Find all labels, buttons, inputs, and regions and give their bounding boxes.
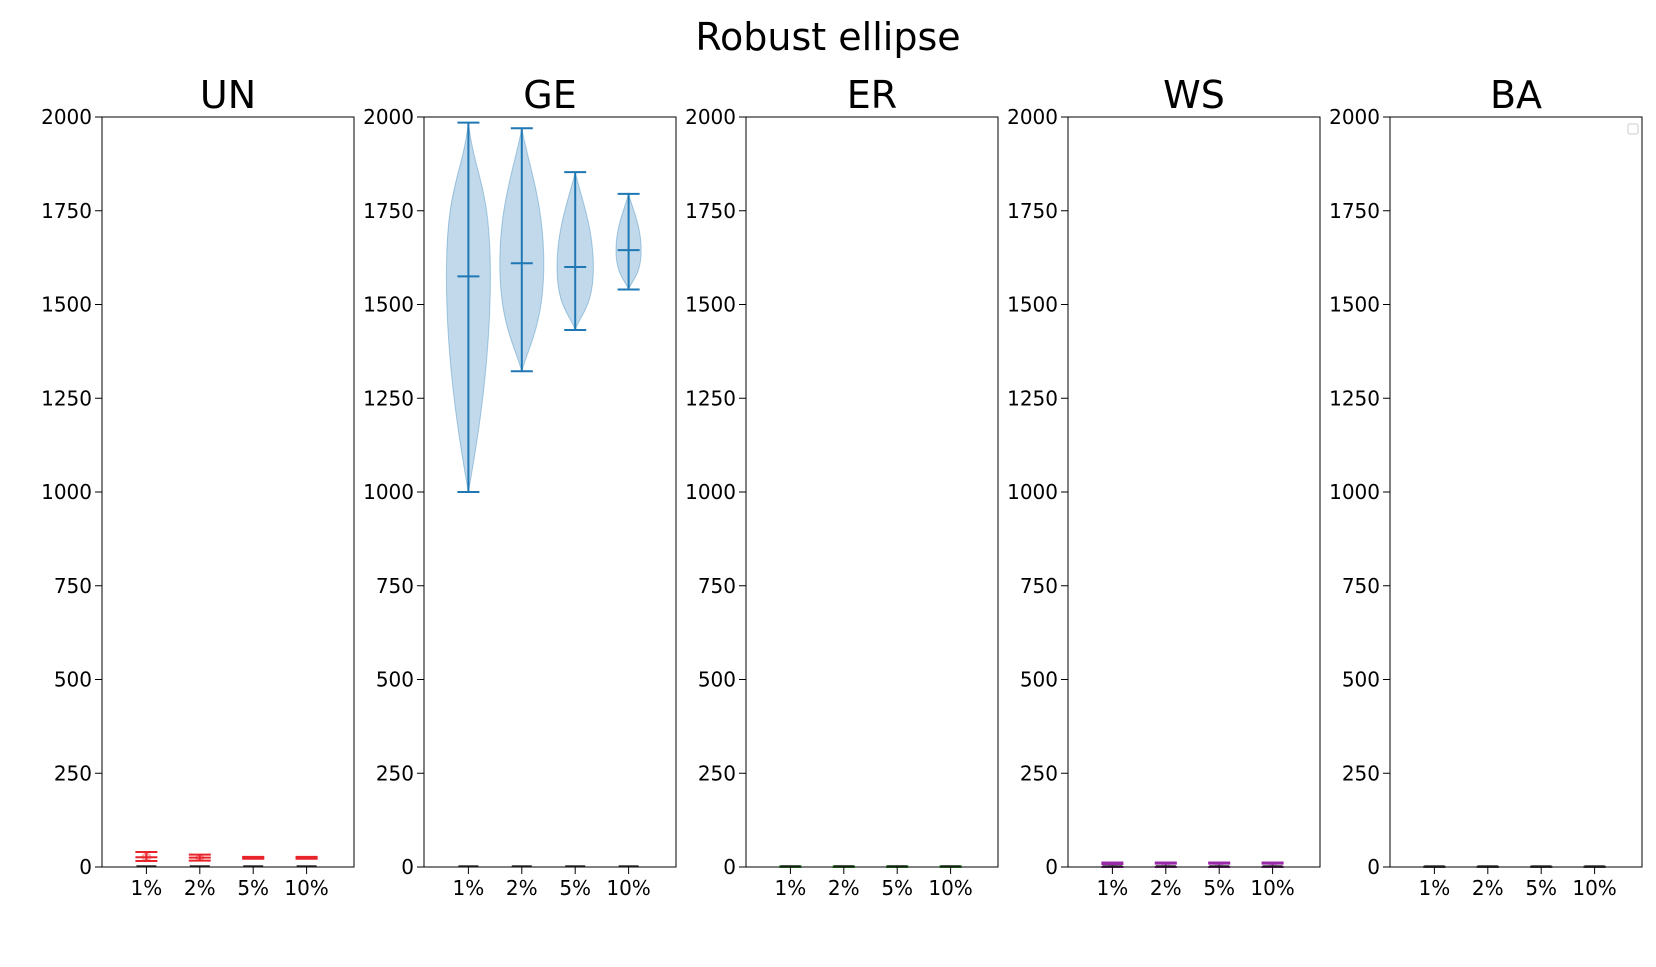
- subplot-title: BA: [1490, 73, 1542, 117]
- y-tick-label: 750: [54, 574, 92, 598]
- y-tick-label: 1500: [363, 293, 414, 317]
- y-tick-label: 750: [1020, 574, 1058, 598]
- subplot-ws: WS 0 250 500 750 1000 1250 1500 1750 2000 1% 2% 5% 10…: [1007, 73, 1321, 900]
- subplot-ba: BA 0 250 500 750 1000 1250 1500 1750 2000 1% 2% 5% 10…: [1329, 73, 1643, 900]
- y-tick-label: 1750: [1007, 199, 1058, 223]
- y-tick-label: 1000: [1007, 480, 1058, 504]
- y-tick-label: 1250: [41, 386, 92, 410]
- x-tick-label: 10%: [606, 876, 650, 900]
- y-tick-label: 1000: [685, 480, 736, 504]
- x-tick-label: 1%: [1097, 876, 1129, 900]
- y-tick-label: 250: [376, 761, 414, 785]
- axes-frame: [423, 116, 677, 868]
- y-tick-label: 2000: [1329, 105, 1380, 129]
- x-tick-label: 2%: [506, 876, 538, 900]
- y-tick-label: 500: [1020, 668, 1058, 692]
- y-tick-label: 1500: [1329, 293, 1380, 317]
- subplot-title: GE: [523, 73, 576, 117]
- axes-frame: [1067, 116, 1321, 868]
- y-tick-label: 0: [1045, 855, 1058, 879]
- y-tick-label: 1750: [685, 199, 736, 223]
- y-tick-label: 500: [376, 668, 414, 692]
- x-tick-label: 2%: [184, 876, 216, 900]
- figure-title: Robust ellipse: [695, 15, 960, 59]
- y-tick-label: 2000: [1007, 105, 1058, 129]
- y-tick-label: 500: [698, 668, 736, 692]
- y-tick-label: 2000: [685, 105, 736, 129]
- y-tick-label: 0: [723, 855, 736, 879]
- y-tick-label: 0: [401, 855, 414, 879]
- x-tick-label: 1%: [775, 876, 807, 900]
- x-tick-label: 2%: [1150, 876, 1182, 900]
- y-tick-label: 750: [698, 574, 736, 598]
- x-tick-label: 1%: [131, 876, 163, 900]
- axes-frame: [745, 116, 999, 868]
- axes-frame: [101, 116, 355, 868]
- y-tick-label: 1750: [1329, 199, 1380, 223]
- x-tick-label: 10%: [928, 876, 972, 900]
- y-tick-label: 1500: [685, 293, 736, 317]
- x-tick-label: 10%: [1572, 876, 1616, 900]
- x-tick-label: 1%: [1419, 876, 1451, 900]
- y-tick-label: 1250: [1007, 386, 1058, 410]
- subplot-er: ER 0 250 500 750 1000 1250 1500 1750 2000 1% 2% 5% 10…: [685, 73, 999, 900]
- x-tick-label: 10%: [1250, 876, 1294, 900]
- y-tick-label: 250: [1020, 761, 1058, 785]
- x-tick-label: 1%: [453, 876, 485, 900]
- y-tick-label: 1250: [1329, 386, 1380, 410]
- y-tick-label: 1000: [41, 480, 92, 504]
- y-tick-label: 250: [698, 761, 736, 785]
- subplot-un: UN 0 250 500 750 1000 1250 1500 1750 2000 1% 2% 5% 10…: [41, 73, 355, 900]
- axes-frame: [1389, 116, 1643, 868]
- y-tick-label: 1500: [1007, 293, 1058, 317]
- subplot-ge: GE 0 250 500 750 1000 1250 1500 1750 2000 1% 2% 5% 10…: [363, 73, 677, 900]
- y-tick-label: 750: [1342, 574, 1380, 598]
- y-tick-label: 2000: [41, 105, 92, 129]
- x-tick-label: 2%: [1472, 876, 1504, 900]
- subplot-title: UN: [200, 73, 256, 117]
- x-tick-label: 5%: [881, 876, 913, 900]
- x-tick-label: 10%: [284, 876, 328, 900]
- subplot-panels: UN 0 250 500 750 1000 1250 1500 1750 2000 1% 2% 5% 10…: [41, 73, 1643, 900]
- y-tick-label: 1750: [363, 199, 414, 223]
- y-tick-label: 2000: [363, 105, 414, 129]
- subplot-title: WS: [1163, 73, 1225, 117]
- y-tick-label: 750: [376, 574, 414, 598]
- y-tick-label: 1750: [41, 199, 92, 223]
- x-tick-label: 5%: [559, 876, 591, 900]
- y-tick-label: 500: [54, 668, 92, 692]
- y-tick-label: 0: [79, 855, 92, 879]
- x-tick-label: 5%: [237, 876, 269, 900]
- subplot-title: ER: [847, 73, 897, 117]
- y-tick-label: 1500: [41, 293, 92, 317]
- y-tick-label: 0: [1367, 855, 1380, 879]
- y-tick-label: 1250: [685, 386, 736, 410]
- legend-box: [1627, 123, 1639, 135]
- x-tick-label: 2%: [828, 876, 860, 900]
- y-tick-label: 250: [54, 761, 92, 785]
- y-tick-label: 1000: [363, 480, 414, 504]
- x-tick-label: 5%: [1525, 876, 1557, 900]
- y-tick-label: 1000: [1329, 480, 1380, 504]
- y-tick-label: 500: [1342, 668, 1380, 692]
- y-tick-label: 250: [1342, 761, 1380, 785]
- x-tick-label: 5%: [1203, 876, 1235, 900]
- y-tick-label: 1250: [363, 386, 414, 410]
